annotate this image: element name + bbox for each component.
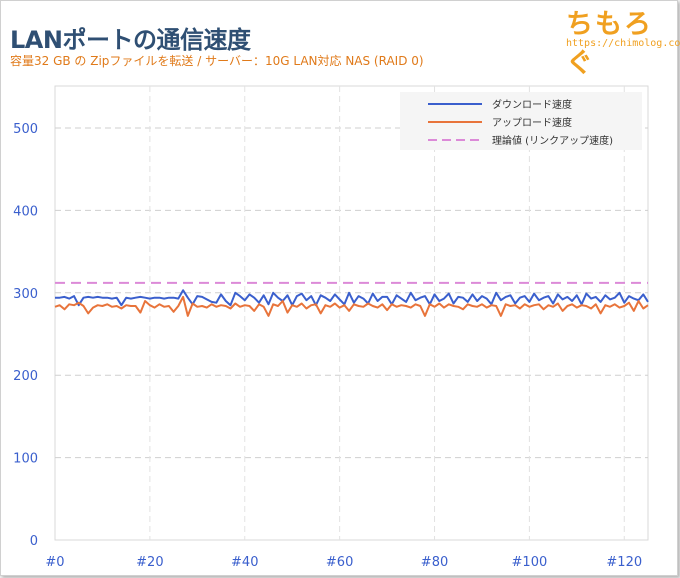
y-tick-label: 200 [13,369,38,384]
x-tick-label: #20 [136,555,163,570]
plot-border [54,85,649,541]
logo: ちもろぐ [566,9,653,79]
chart-title: LANポートの通信速度 [10,26,251,54]
chart-subtitle: 容量32 GB の Zipファイルを転送 / サーバー：10G LAN対応 NA… [10,54,424,68]
plot-area [54,281,649,317]
legend-label-0: ダウンロード速度 [492,98,572,111]
y-tick-label: 500 [13,122,38,137]
grid [54,85,649,541]
legend-label-1: アップロード速度 [492,116,572,129]
series-line-1 [54,295,649,317]
axis-labels: 0 100 200 300 400 500 #0 #20 #40 #60 #80 #100 #120 [13,122,642,570]
series-line-0 [55,289,649,307]
x-tick-label: #100 [512,555,548,570]
logo-url: https://chimolog.co/ [566,38,680,49]
y-tick-label: 0 [30,534,38,549]
x-tick-label: #40 [231,555,258,570]
y-tick-label: 400 [13,204,38,219]
x-tick-label: #60 [326,555,353,570]
legend-label-2: 理論値 (リンクアップ速度) [492,134,613,147]
y-tick-label: 100 [13,452,38,467]
x-tick-label: #120 [606,555,642,570]
x-tick-label: #0 [45,555,64,570]
x-tick-label: #80 [421,555,448,570]
y-tick-label: 300 [13,287,38,302]
